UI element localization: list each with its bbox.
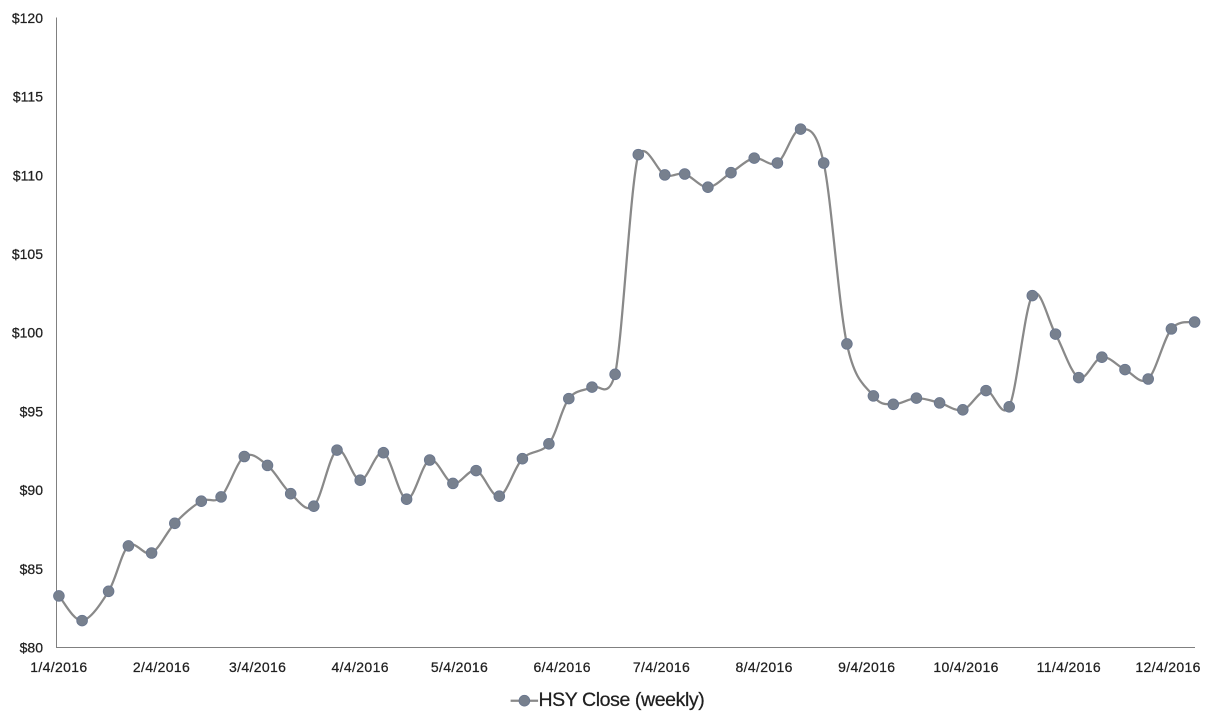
- svg-text:7/4/2016: 7/4/2016: [633, 659, 690, 675]
- svg-text:6/4/2016: 6/4/2016: [534, 659, 591, 675]
- svg-text:$80: $80: [20, 640, 44, 656]
- svg-text:11/4/2016: 11/4/2016: [1037, 659, 1101, 675]
- svg-text:$85: $85: [20, 561, 44, 577]
- svg-text:$95: $95: [20, 403, 44, 419]
- svg-text:3/4/2016: 3/4/2016: [229, 659, 286, 675]
- svg-text:$120: $120: [12, 10, 43, 26]
- svg-text:1/4/2016: 1/4/2016: [30, 659, 87, 675]
- svg-text:5/4/2016: 5/4/2016: [431, 659, 488, 675]
- svg-text:10/4/2016: 10/4/2016: [933, 659, 998, 675]
- svg-text:$100: $100: [12, 325, 43, 341]
- svg-text:8/4/2016: 8/4/2016: [735, 659, 792, 675]
- svg-text:9/4/2016: 9/4/2016: [838, 659, 895, 675]
- svg-text:4/4/2016: 4/4/2016: [332, 659, 389, 675]
- svg-text:$115: $115: [13, 89, 43, 105]
- svg-text:2/4/2016: 2/4/2016: [133, 659, 190, 675]
- svg-text:$105: $105: [12, 246, 43, 262]
- svg-text:HSY Close (weekly): HSY Close (weekly): [539, 689, 705, 711]
- svg-text:$110: $110: [13, 167, 43, 183]
- svg-text:$90: $90: [20, 482, 44, 498]
- svg-text:12/4/2016: 12/4/2016: [1135, 659, 1200, 675]
